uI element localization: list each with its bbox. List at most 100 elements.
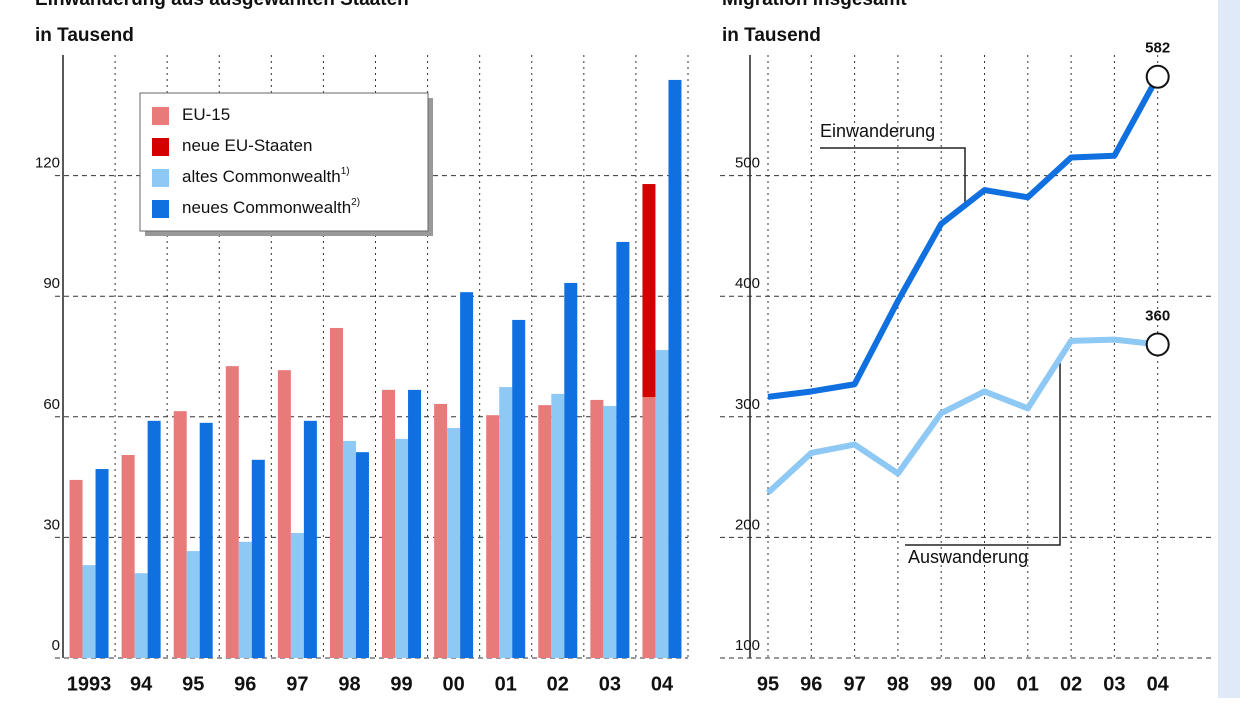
bar <box>225 366 239 658</box>
x-tick-label: 97 <box>286 673 308 695</box>
bar <box>408 389 422 658</box>
bar <box>251 459 265 658</box>
bar <box>642 184 656 398</box>
value-label: 360 <box>1145 307 1170 324</box>
x-tick-label: 02 <box>1060 673 1082 695</box>
x-tick-label: 00 <box>973 673 995 695</box>
bar <box>486 415 500 658</box>
x-tick-label: 99 <box>390 673 412 695</box>
bar <box>329 327 343 658</box>
bar <box>655 350 669 658</box>
x-tick-label: 98 <box>887 673 909 695</box>
bar <box>460 292 474 658</box>
bar <box>551 393 565 658</box>
legend-swatch <box>152 107 169 125</box>
y-tick-label: 300 <box>735 396 760 413</box>
y-tick-label: 60 <box>43 396 60 413</box>
y-tick-label: 120 <box>35 155 60 172</box>
x-tick-label: 02 <box>547 673 569 695</box>
leader <box>905 362 1061 546</box>
bar <box>173 411 187 658</box>
legend-text: neues Commonwealth <box>182 198 351 217</box>
legend-note: 1) <box>341 166 350 177</box>
frame-strip <box>1218 0 1240 698</box>
y-tick-label: 200 <box>735 516 760 533</box>
bar <box>590 399 604 658</box>
chart-title: Einwanderung aus ausgewählten Staaten <box>35 0 409 10</box>
x-tick-label: 01 <box>1017 673 1039 695</box>
line-label: Einwanderung <box>820 121 935 141</box>
y-tick-label: 30 <box>43 516 60 533</box>
x-tick-label: 96 <box>800 673 822 695</box>
bar <box>82 565 96 658</box>
bar <box>499 387 513 658</box>
x-tick-label: 04 <box>1147 673 1170 695</box>
bar <box>121 454 135 658</box>
bar <box>342 440 356 658</box>
y-tick-label: 500 <box>735 155 760 172</box>
x-tick-label: 96 <box>234 673 256 695</box>
y-tick-label: 0 <box>52 637 60 654</box>
bar <box>512 319 526 658</box>
legend-note: 2) <box>351 197 360 208</box>
x-tick-label: 95 <box>182 673 204 695</box>
x-tick-label: 98 <box>338 673 360 695</box>
bar <box>186 551 200 658</box>
legend-swatch <box>152 200 169 218</box>
bar <box>668 79 682 658</box>
bar <box>538 405 552 658</box>
legend-text: EU-15 <box>182 105 230 124</box>
bar <box>147 420 161 658</box>
y-tick-label: 90 <box>43 275 60 292</box>
chart-subtitle: in Tausend <box>35 25 134 46</box>
leader <box>820 147 966 203</box>
x-tick-label: 03 <box>1103 673 1125 695</box>
end-marker <box>1145 332 1170 357</box>
bar <box>238 541 252 658</box>
legend-swatch <box>152 169 169 187</box>
x-tick-label: 94 <box>130 673 153 695</box>
legend-swatch <box>152 138 169 156</box>
legend-label: altes Commonwealth1) <box>182 166 350 187</box>
x-tick-label: 95 <box>757 673 779 695</box>
bar <box>290 532 304 658</box>
legend-label: neues Commonwealth2) <box>182 197 360 218</box>
bar <box>95 469 109 658</box>
legend-label: neue EU-Staaten <box>182 136 312 155</box>
bar <box>134 573 148 658</box>
line-label: Auswanderung <box>908 547 1028 567</box>
bar <box>382 389 396 658</box>
legend-text: neue EU-Staaten <box>182 136 312 155</box>
end-marker <box>1145 64 1170 89</box>
value-label: 582 <box>1145 40 1170 57</box>
bar <box>277 370 291 658</box>
chart-subtitle: in Tausend <box>722 25 821 46</box>
bar <box>564 282 578 658</box>
bar <box>395 438 409 658</box>
x-tick-label: 04 <box>651 673 674 695</box>
legend-text: altes Commonwealth <box>182 167 341 186</box>
x-tick-label: 01 <box>495 673 517 695</box>
legend-label: EU-15 <box>182 105 230 124</box>
x-tick-label: 97 <box>843 673 865 695</box>
line <box>767 75 1161 400</box>
x-tick-label: 1993 <box>67 673 112 695</box>
bar <box>199 422 213 658</box>
bar <box>355 452 369 658</box>
x-tick-label: 00 <box>443 673 465 695</box>
legend <box>139 92 429 232</box>
chart-title: Migration insgesamt <box>722 0 907 10</box>
x-tick-label: 03 <box>599 673 621 695</box>
bar <box>69 479 83 658</box>
bar <box>303 420 317 658</box>
y-tick-label: 400 <box>735 275 760 292</box>
bar <box>434 403 448 658</box>
line <box>765 336 1159 495</box>
bar <box>642 397 656 658</box>
bar <box>603 405 617 658</box>
x-tick-label: 99 <box>930 673 952 695</box>
y-tick-label: 100 <box>735 637 760 654</box>
bar <box>447 428 461 658</box>
